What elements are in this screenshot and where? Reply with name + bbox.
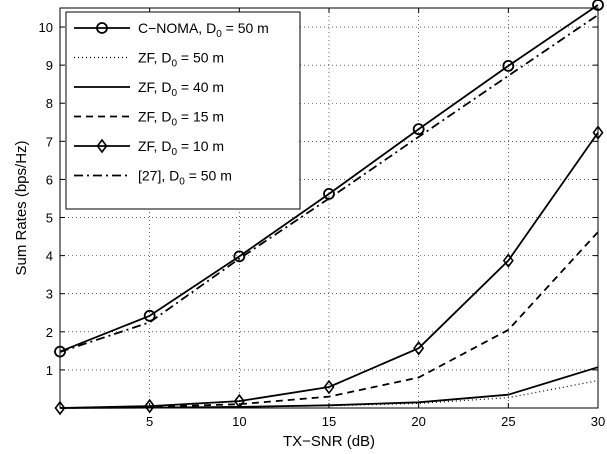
legend-label: C−NOMA, D0 = 50 m: [138, 20, 269, 40]
axis-ticks: 5 10 15 20 25 30 1 2 3 4 5 6 7 8 9 10: [39, 8, 605, 429]
diamond-marker: [323, 379, 335, 395]
legend-label: [27], D0 = 50 m: [138, 168, 232, 188]
legend-entry: [27], D0 = 50 m: [74, 168, 232, 188]
legend-label-suffix: = 50 m: [185, 168, 232, 184]
legend-box: [65, 11, 301, 210]
x-tick-label: 25: [501, 414, 515, 429]
x-tick-label: 20: [411, 414, 425, 429]
legend-label-main: C−NOMA, D: [138, 20, 216, 36]
x-tick-label: 10: [232, 414, 246, 429]
legend-label-subscript: 0: [171, 59, 177, 70]
legend-label: ZF, D0 = 40 m: [138, 79, 224, 99]
y-tick-label: 3: [46, 287, 53, 302]
legend-label-suffix: = 40 m: [177, 79, 224, 95]
diamond-marker: [96, 138, 108, 154]
legend-label-suffix: = 50 m: [177, 50, 224, 66]
legend-entry: ZF, D0 = 15 m: [74, 109, 224, 129]
circle-marker: [412, 123, 425, 136]
series-2: [59, 380, 599, 409]
legend-entry: ZF, D0 = 10 m: [74, 138, 224, 158]
x-tick-label: 30: [591, 414, 605, 429]
y-tick-label: 8: [46, 96, 53, 111]
diamond-marker: [502, 253, 514, 268]
legend-label-main: ZF, D: [138, 79, 171, 95]
circle-marker: [96, 22, 108, 34]
legend-label-subscript: 0: [216, 29, 222, 40]
y-tick-label: 7: [46, 134, 53, 149]
y-tick-label: 6: [46, 172, 53, 187]
x-axis-label: TX−SNR (dB): [283, 433, 375, 450]
legend-label-subscript: 0: [171, 147, 177, 158]
circle-marker: [143, 309, 156, 322]
legend-entry: C−NOMA, D0 = 50 m: [74, 20, 269, 40]
diamond-marker: [144, 398, 156, 414]
circle-marker: [502, 60, 515, 72]
y-tick-label: 1: [46, 363, 53, 378]
legend-label: ZF, D0 = 50 m: [138, 50, 224, 70]
legend-entry: ZF, D0 = 50 m: [74, 50, 224, 70]
legend-label-main: ZF, D: [138, 138, 171, 154]
y-tick-label: 9: [46, 58, 53, 73]
x-tick-label: 15: [322, 414, 336, 429]
legend-label-suffix: = 10 m: [177, 138, 224, 154]
series-6: [59, 14, 599, 353]
diamond-marker: [54, 400, 66, 416]
legend-label-subscript: 0: [171, 118, 177, 129]
y-tick-label: 5: [46, 211, 53, 226]
legend-entry: ZF, D0 = 40 m: [74, 79, 224, 99]
legend-label-main: ZF, D: [138, 109, 171, 125]
y-tick-label: 2: [46, 325, 53, 340]
series-line: [59, 4, 599, 353]
y-tick-label: 10: [39, 20, 53, 35]
legend-label: ZF, D0 = 15 m: [138, 109, 224, 129]
series-line: [59, 14, 599, 353]
y-axis-label: Sum Rates (bps/Hz): [13, 140, 30, 275]
legend-label-subscript: 0: [179, 177, 185, 188]
legend-label: ZF, D0 = 10 m: [138, 138, 224, 158]
diamond-marker: [413, 340, 425, 356]
legend: C−NOMA, D0 = 50 mZF, D0 = 50 mZF, D0 = 4…: [65, 11, 301, 210]
series-layer: [54, 0, 604, 416]
legend-label-subscript: 0: [171, 88, 177, 99]
x-tick-label: 5: [146, 414, 153, 429]
y-tick-label: 4: [46, 249, 53, 264]
legend-label-main: [27], D: [138, 168, 179, 184]
legend-label-suffix: = 50 m: [222, 20, 269, 36]
legend-label-main: ZF, D: [138, 50, 171, 66]
legend-label-suffix: = 15 m: [177, 109, 224, 125]
series-line: [59, 380, 599, 409]
